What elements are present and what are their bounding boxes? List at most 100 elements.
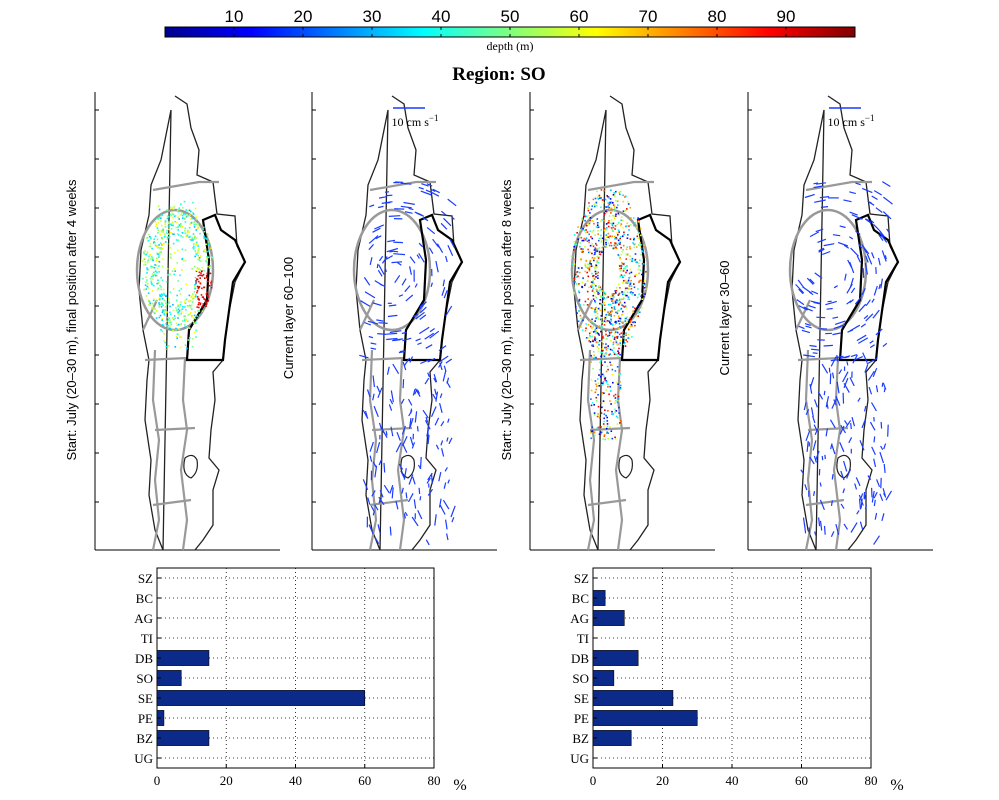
particle [190,210,192,213]
particle [578,283,580,285]
current-vector [832,234,841,237]
particle [199,274,201,276]
particle [171,224,173,227]
particle [156,271,158,274]
particle [604,346,606,349]
particle [614,321,616,323]
particle [210,247,212,249]
particle [603,297,606,299]
particle [597,405,600,408]
map-panel-1: Start: July (20–30 m), final position af… [64,92,280,551]
particle [605,210,607,212]
current-vector [804,323,811,326]
particle [598,256,600,258]
category-label: DB [571,651,589,666]
particle [597,230,599,232]
current-vector [378,458,383,466]
particle [147,259,149,262]
particle [628,225,630,227]
current-vector [814,272,823,279]
particle [159,297,161,300]
particle [171,213,174,215]
particle [599,309,601,312]
current-vector [426,477,431,484]
particle [637,312,639,314]
particle [592,351,595,353]
particle [600,330,602,333]
particle [614,225,617,227]
current-vector [844,356,850,359]
particle [600,294,602,297]
particle [169,305,171,308]
particle [624,317,626,320]
current-vector [378,322,388,324]
current-vector [389,526,392,536]
particle [636,246,638,248]
particle [149,254,152,256]
region-boundary [614,357,624,551]
particle [620,274,623,276]
particle [618,347,620,350]
particle [620,420,622,422]
current-vector [394,274,401,284]
particle [613,338,616,340]
particle [639,242,641,244]
particle [186,326,188,328]
current-vector [442,499,450,510]
particle [598,340,601,342]
particle [574,273,577,276]
particle [209,266,211,269]
current-vector [418,301,427,311]
current-vector [813,490,816,497]
particle [177,305,179,307]
current-vector [840,470,845,481]
current-vector [403,468,407,480]
particle [198,267,200,270]
particle [192,233,195,235]
current-vector [881,513,885,522]
particle [158,256,160,258]
particle [148,304,150,306]
particle [643,245,645,248]
particle [195,336,197,338]
particle [624,305,627,308]
particle [620,332,623,334]
current-vector [378,196,387,199]
particle [164,309,166,311]
particle [603,417,605,420]
particle [157,279,159,282]
particle [603,355,606,358]
particle [596,204,598,207]
particle [206,256,208,258]
particle [601,303,603,306]
current-vector [833,324,846,329]
current-vector [401,278,407,286]
particle [187,305,189,307]
particle [198,286,201,288]
current-vector [825,396,830,408]
particle [148,255,150,258]
particle [168,300,170,303]
particle [589,217,592,219]
particle [592,229,595,232]
bar-ag [592,610,625,626]
particle [619,344,621,346]
particle [612,307,615,310]
particle [590,208,593,211]
particle [603,198,606,200]
current-vector [803,306,809,310]
current-vector [842,488,846,494]
particle [188,337,191,339]
current-vector [817,238,827,243]
particle [614,247,616,249]
particle [163,310,166,313]
particle [195,280,197,282]
particle [625,195,627,198]
particle [636,235,639,238]
particle [581,249,584,251]
particle [595,297,598,299]
particle [196,228,199,230]
current-vector [873,491,878,499]
particle [176,309,178,311]
